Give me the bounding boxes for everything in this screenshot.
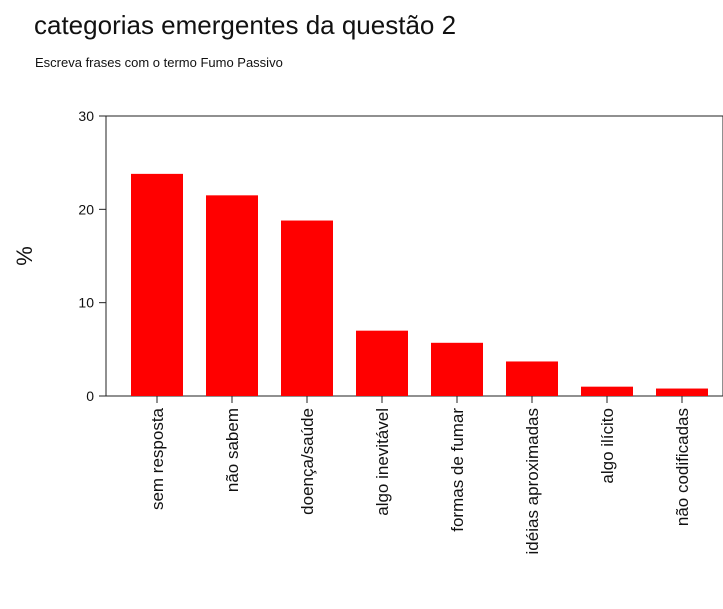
y-tick-label: 20 [78, 201, 94, 217]
y-axis-label: % [12, 246, 37, 266]
category-label: não sabem [223, 408, 242, 492]
category-label: idéias aproximadas [523, 408, 542, 554]
chart-title: categorias emergentes da questão 2 [34, 10, 457, 40]
bar [356, 330, 408, 396]
bar [581, 386, 633, 396]
y-tick-label: 0 [86, 388, 94, 404]
bar [206, 195, 258, 396]
category-label: algo inevitável [373, 408, 392, 516]
category-label: doença/saúde [298, 408, 317, 515]
chart-subtitle: Escreva frases com o termo Fumo Passivo [35, 55, 283, 70]
labels: 0 10 20 30% sem resposta não sabem doença/saúd… [12, 108, 692, 554]
category-label: formas de fumar [448, 408, 467, 532]
y-tick-label: 10 [78, 295, 94, 311]
bar [281, 220, 333, 396]
axes [99, 115, 723, 403]
bar [431, 342, 483, 396]
category-label: não codificadas [673, 408, 692, 526]
bar [131, 173, 183, 396]
category-label: algo ilícito [598, 408, 617, 484]
category-label: sem resposta [148, 407, 167, 510]
bar [506, 361, 558, 396]
plot-frame [105, 115, 723, 397]
bar [656, 388, 708, 396]
bars [131, 173, 708, 396]
y-tick-label: 30 [78, 108, 94, 124]
